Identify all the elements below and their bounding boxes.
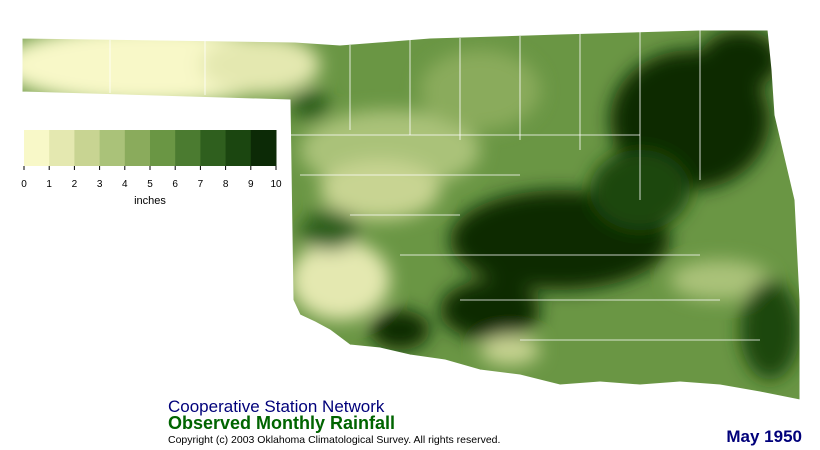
legend-swatch: [250, 130, 277, 166]
legend-tick-label: 3: [97, 179, 103, 190]
legend-swatch: [175, 130, 201, 166]
legend-tick-label: 2: [72, 179, 78, 190]
legend: 0 1 2 3 4 5 6 7 8 9 10 inches: [21, 130, 282, 207]
legend-swatch: [150, 130, 176, 166]
legend-unit: inches: [134, 195, 166, 207]
legend-swatch: [49, 130, 75, 166]
legend-tick-label: 0: [21, 179, 27, 190]
legend-swatch: [124, 130, 151, 166]
legend-tick-label: 5: [147, 179, 153, 190]
date-label: May 1950: [726, 427, 802, 446]
legend-tick-label: 8: [223, 179, 229, 190]
copyright: Copyright (c) 2003 Oklahoma Climatologic…: [168, 434, 500, 446]
legend-tick-label: 1: [46, 179, 52, 190]
legend-tick-label: 7: [198, 179, 204, 190]
network-label: Cooperative Station Network: [168, 397, 385, 416]
legend-tick-label: 4: [122, 179, 128, 190]
legend-swatch: [99, 130, 126, 166]
legend-swatch: [225, 130, 252, 166]
legend-tick-label: 6: [172, 179, 178, 190]
map-title: Observed Monthly Rainfall: [168, 413, 395, 433]
legend-swatch: [200, 130, 227, 166]
legend-tick-label: 9: [248, 179, 254, 190]
legend-swatch: [74, 130, 101, 166]
legend-swatch: [24, 130, 50, 166]
legend-tick-label: 10: [270, 179, 282, 190]
county-lines: [109, 30, 760, 341]
